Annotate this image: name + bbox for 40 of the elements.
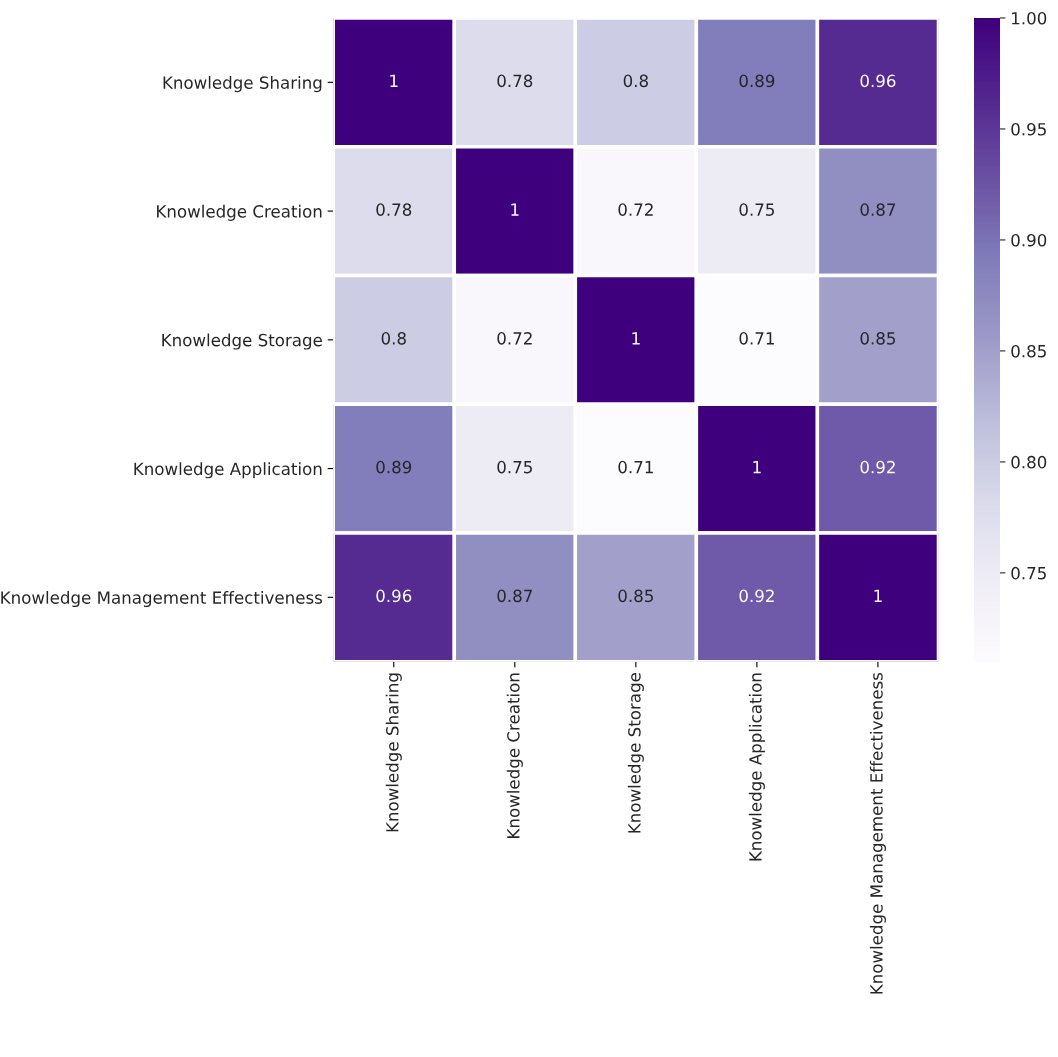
data-label: 0.96 [376,589,412,603]
data-label: 1 [632,332,640,345]
data-label: 1 [874,589,882,602]
y-tick-label: Knowledge Storage [162,333,322,350]
data-label: 0.8 [381,332,406,345]
data-label: 1 [511,203,519,216]
x-tick-label: Knowledge Creation [506,673,523,838]
data-label: 0.72 [497,332,532,345]
data-label: 0.72 [618,203,653,216]
data-label: 1 [390,74,398,87]
color-bar-label: 0.75 [1011,566,1046,580]
data-label: 0.96 [860,74,896,88]
data-label: 0.71 [618,460,653,474]
data-label: 0.87 [497,589,532,603]
y-tick-label: Knowledge Management Effectiveness [1,590,323,608]
data-label: 0.8 [623,74,648,88]
data-label: 0.85 [860,332,896,345]
color-bar-label: 0.95 [1011,122,1046,136]
data-label: 0.75 [497,460,532,474]
x-tick-label: Knowledge Management Effectiveness [869,672,886,994]
data-label: 0.85 [618,589,653,603]
data-label: 0.92 [860,460,895,474]
data-label: 0.71 [739,332,774,345]
data-label: 0.75 [739,203,774,216]
data-label: 0.89 [376,460,412,474]
x-tick-label: Knowledge Application [748,673,765,861]
data-label: 1 [753,461,761,474]
color-bar-label: 0.80 [1011,455,1047,469]
y-tick-label: Knowledge Creation [157,204,322,221]
y-tick-label: Knowledge Application [134,462,322,479]
color-bar-label: 0.90 [1011,233,1047,247]
data-label: 0.78 [497,74,533,88]
data-label: 0.87 [860,203,896,216]
y-tick-label: Knowledge Sharing [163,76,322,93]
x-tick-label: Knowledge Storage [627,672,644,833]
color-bar-label: 1.00 [1012,11,1047,25]
color-bar-label: 0.85 [1011,344,1046,358]
data-label: 0.78 [376,203,412,216]
data-label: 0.92 [739,589,774,603]
data-label: 0.89 [739,74,775,88]
